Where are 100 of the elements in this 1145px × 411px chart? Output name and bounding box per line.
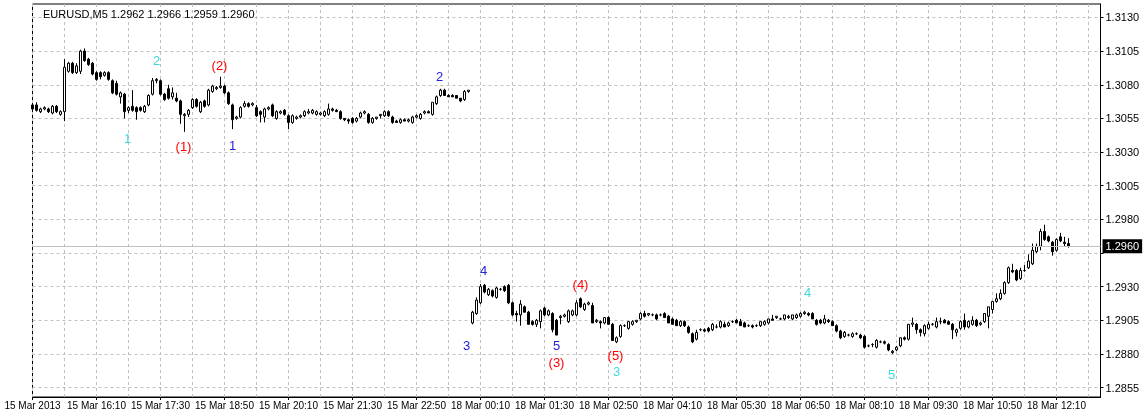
candlestick — [727, 321, 730, 328]
candlestick — [171, 86, 174, 101]
candlestick — [263, 107, 266, 123]
candlestick — [295, 115, 298, 121]
candlestick — [391, 115, 394, 125]
candlestick — [979, 321, 982, 327]
candlestick — [283, 108, 286, 117]
candlestick — [711, 322, 714, 332]
candlestick — [287, 113, 290, 130]
candlestick — [775, 315, 778, 320]
candlestick — [347, 117, 350, 125]
candlestick — [331, 107, 334, 113]
candlestick — [675, 318, 678, 327]
candlestick — [695, 329, 698, 341]
annotation: 3 — [462, 337, 471, 353]
candlestick — [1019, 267, 1022, 281]
candlestick — [239, 105, 242, 119]
candlestick — [899, 337, 902, 348]
candlestick — [603, 317, 606, 325]
candlestick — [339, 109, 342, 121]
candlestick — [195, 97, 198, 109]
candlestick — [379, 113, 382, 119]
y-tick-label: 1.2855 — [1105, 381, 1140, 394]
candlestick — [43, 105, 46, 111]
candlestick — [307, 108, 310, 115]
x-tick-label: 15 Mar 17:30 — [131, 399, 191, 411]
candlestick — [363, 109, 366, 115]
annotation: (3) — [548, 354, 565, 370]
x-tick-label: 18 Mar 12:10 — [1027, 399, 1087, 411]
annotation: 1 — [123, 130, 132, 146]
candlestick — [635, 319, 638, 324]
candlestick — [719, 319, 722, 329]
candlestick — [355, 116, 358, 123]
candlestick — [963, 313, 966, 331]
candlestick — [703, 327, 706, 333]
candlestick — [259, 109, 262, 123]
candlestick — [691, 331, 694, 344]
candlestick — [271, 103, 274, 118]
candlestick — [619, 323, 622, 339]
candlestick — [795, 313, 798, 320]
candlestick — [443, 88, 446, 97]
candlestick — [71, 61, 74, 75]
candlestick — [723, 321, 726, 328]
candlestick — [99, 70, 102, 80]
candlestick — [567, 309, 570, 324]
annotation: (1) — [175, 138, 192, 154]
candlestick — [883, 339, 886, 346]
annotation: 2 — [435, 68, 444, 84]
candlestick — [895, 345, 898, 352]
candlestick — [123, 92, 126, 119]
candlestick — [143, 104, 146, 114]
candlestick — [551, 311, 554, 333]
annotation: 4 — [803, 284, 812, 300]
candlestick — [243, 100, 246, 109]
candlestick — [487, 287, 490, 297]
annotation: (4) — [572, 276, 589, 292]
candlestick — [491, 288, 494, 298]
candlestick — [63, 58, 66, 122]
candlestick — [395, 119, 398, 123]
candlestick — [55, 104, 58, 114]
x-tick-label: 18 Mar 00:10 — [451, 399, 511, 411]
candlestick — [735, 318, 738, 324]
y-tick-label: 1.3105 — [1105, 45, 1140, 58]
y-tick-label: 1.3030 — [1105, 146, 1140, 159]
candlestick — [743, 321, 746, 328]
candlestick — [439, 88, 442, 98]
candlestick — [1063, 236, 1066, 247]
candlestick — [875, 338, 878, 350]
candlestick — [639, 311, 642, 321]
candlestick — [451, 93, 454, 98]
candlestick — [971, 315, 974, 327]
annotation: 3 — [612, 363, 621, 379]
candlestick — [951, 322, 954, 340]
candlestick — [655, 313, 658, 321]
annotation: 1 — [228, 137, 237, 153]
candlestick — [291, 113, 294, 125]
x-tick-label: 15 Mar 22:50 — [387, 399, 447, 411]
candlestick — [955, 327, 958, 337]
annotation: (2) — [211, 57, 228, 73]
candlestick — [915, 322, 918, 335]
candlestick — [1067, 237, 1070, 249]
candlestick — [47, 107, 50, 114]
candlestick — [495, 286, 498, 300]
y-tick-label: 1.3130 — [1105, 11, 1140, 24]
x-tick-label: 18 Mar 08:10 — [835, 399, 895, 411]
candlestick — [679, 319, 682, 328]
candlestick — [631, 319, 634, 327]
candlestick — [767, 318, 770, 325]
candlestick — [799, 311, 802, 319]
candlestick — [319, 111, 322, 117]
y-tick-label: 1.3055 — [1105, 112, 1140, 125]
candlestick — [351, 116, 354, 125]
candlestick — [411, 115, 414, 125]
candlestick — [423, 109, 426, 115]
candlestick — [151, 77, 154, 97]
candlestick — [783, 314, 786, 321]
candlestick — [807, 311, 810, 317]
candlestick — [111, 78, 114, 95]
candlestick — [827, 318, 830, 324]
candlestick — [739, 318, 742, 327]
